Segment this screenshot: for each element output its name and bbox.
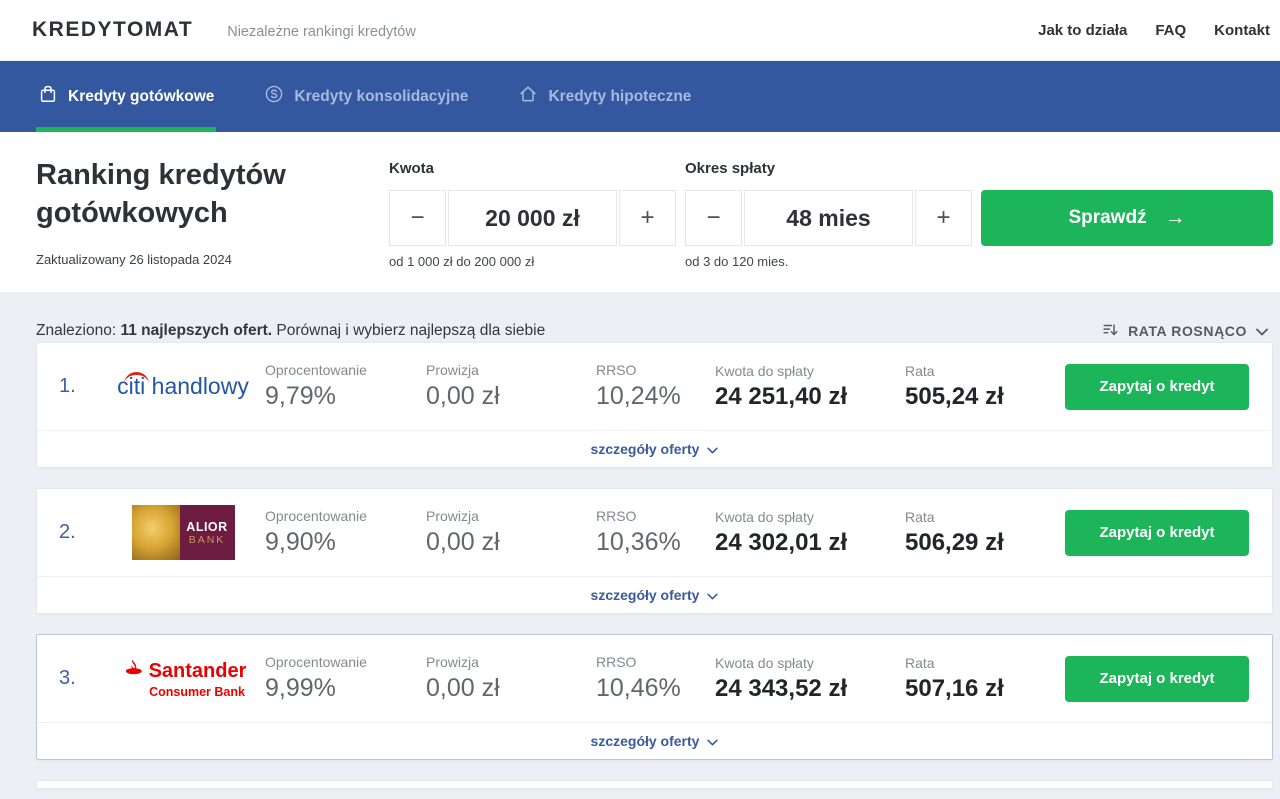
amount-increase-button[interactable]: +: [619, 190, 676, 246]
amount-stepper: − 20 000 zł +: [389, 190, 676, 246]
offer-card-santander: 3. Santander Consumer Bank Oprocento: [36, 634, 1273, 760]
stat-rrso: RRSO 10,46%: [596, 654, 715, 703]
offer-row: 3. Santander Consumer Bank Oprocento: [37, 635, 1272, 722]
arrow-right-icon: →: [1165, 206, 1186, 230]
stat-kwota-do-splaty: Kwota do spłaty 24 251,40 zł: [715, 363, 905, 411]
site-logo: KREDYTOMAT: [32, 18, 193, 42]
santander-wordmark: Santander: [149, 660, 247, 683]
sort-label: RATA ROSNĄCO: [1128, 323, 1247, 339]
calculator-section: Ranking kredytów gotówkowych Zaktualizow…: [0, 132, 1280, 292]
found-count: 11 najlepszych ofert.: [120, 322, 272, 339]
period-stepper: − 48 mies +: [685, 190, 972, 246]
consumer-bank-wordmark: Consumer Bank: [149, 685, 245, 699]
tab-label: Kredyty gotówkowe: [68, 88, 214, 106]
stat-oprocentowanie: Oprocentowanie 9,79%: [265, 362, 426, 411]
stat-rrso: RRSO 10,36%: [596, 508, 715, 557]
sprawdz-label: Sprawdź: [1068, 207, 1146, 229]
home-icon: [518, 84, 538, 109]
offer-rank: 3.: [37, 667, 107, 690]
amount-label: Kwota: [389, 160, 434, 177]
stat-prowizja: Prowizja 0,00 zł: [426, 654, 596, 703]
chevron-down-icon: [707, 587, 718, 603]
stat-rata: Rata 506,29 zł: [905, 509, 1061, 557]
offer-card-alior: 2. ALIOR BANK Oprocentowanie 9,90% Prowi…: [36, 488, 1273, 614]
alior-gold-emblem: [132, 505, 180, 560]
sort-control[interactable]: RATA ROSNĄCO: [1101, 321, 1268, 342]
stat-rata: Rata 505,24 zł: [905, 363, 1061, 411]
alior-wordmark: ALIOR: [186, 520, 227, 534]
offer-card-partial: [36, 780, 1273, 789]
santander-flame-icon: [120, 659, 144, 684]
bank-logo-santander-consumer-bank: Santander Consumer Bank: [107, 659, 259, 699]
results-section: Znaleziono: 11 najlepszych ofert. Porówn…: [0, 292, 1280, 799]
bag-icon: [38, 84, 58, 109]
top-navigation: Jak to działa FAQ Kontakt: [1038, 22, 1270, 39]
bank-logo-citi-handlowy: citi handlowy: [107, 373, 259, 400]
period-value[interactable]: 48 mies: [744, 190, 913, 246]
offer-rank: 1.: [37, 375, 107, 398]
results-count-text: Znaleziono: 11 najlepszych ofert. Porówn…: [36, 322, 545, 340]
sort-descending-icon: [1101, 321, 1119, 342]
results-header: Znaleziono: 11 najlepszych ofert. Porówn…: [36, 292, 1273, 342]
tab-kredyty-hipoteczne[interactable]: Kredyty hipoteczne: [516, 61, 693, 132]
offer-card-citi: 1. citi handlowy Oprocentowanie 9,79% Pr…: [36, 342, 1273, 468]
chevron-down-icon: [707, 441, 718, 457]
ask-credit-button[interactable]: Zapytaj o kredyt: [1065, 656, 1249, 702]
offer-row: 2. ALIOR BANK Oprocentowanie 9,90% Prowi…: [37, 489, 1272, 576]
site-tagline: Niezależne rankingi kredytów: [227, 24, 416, 40]
product-tabs: Kredyty gotówkowe Kredyty konsolidacyjne…: [0, 61, 1280, 132]
tab-kredyty-konsolidacyjne[interactable]: Kredyty konsolidacyjne: [262, 61, 470, 132]
ask-credit-button[interactable]: Zapytaj o kredyt: [1065, 364, 1249, 410]
citi-handlowy-wordmark: handlowy: [145, 373, 249, 399]
page-title-line1: Ranking kredytów: [36, 159, 286, 191]
stat-oprocentowanie: Oprocentowanie 9,90%: [265, 508, 426, 557]
tab-label: Kredyty konsolidacyjne: [294, 88, 468, 106]
amount-decrease-button[interactable]: −: [389, 190, 446, 246]
nav-faq[interactable]: FAQ: [1155, 22, 1186, 39]
brand: KREDYTOMAT Niezależne rankingi kredytów: [32, 18, 416, 42]
amount-range-hint: od 1 000 zł do 200 000 zł: [389, 254, 534, 269]
offer-details-toggle[interactable]: szczegóły oferty: [37, 722, 1272, 759]
stat-kwota-do-splaty: Kwota do spłaty 24 302,01 zł: [715, 509, 905, 557]
chevron-down-icon: [707, 733, 718, 749]
page-title: Ranking kredytów gotówkowych: [36, 156, 286, 232]
bank-logo-alior-bank: ALIOR BANK: [107, 505, 259, 560]
offer-row: 1. citi handlowy Oprocentowanie 9,79% Pr…: [37, 343, 1272, 430]
nav-jak-to-dziala[interactable]: Jak to działa: [1038, 22, 1127, 39]
period-label: Okres spłaty: [685, 160, 775, 177]
top-header: KREDYTOMAT Niezależne rankingi kredytów …: [0, 0, 1280, 61]
period-increase-button[interactable]: +: [915, 190, 972, 246]
coin-icon: [264, 84, 284, 109]
found-suffix: Porównaj i wybierz najlepszą dla siebie: [276, 322, 545, 339]
stat-kwota-do-splaty: Kwota do spłaty 24 343,52 zł: [715, 655, 905, 703]
nav-kontakt[interactable]: Kontakt: [1214, 22, 1270, 39]
stat-rata: Rata 507,16 zł: [905, 655, 1061, 703]
tab-kredyty-gotowkowe[interactable]: Kredyty gotówkowe: [36, 61, 216, 132]
stat-oprocentowanie: Oprocentowanie 9,99%: [265, 654, 426, 703]
offer-rank: 2.: [37, 521, 107, 544]
alior-bank-wordmark: BANK: [189, 534, 226, 546]
amount-value[interactable]: 20 000 zł: [448, 190, 617, 246]
ask-credit-button[interactable]: Zapytaj o kredyt: [1065, 510, 1249, 556]
period-range-hint: od 3 do 120 mies.: [685, 254, 788, 269]
found-prefix: Znaleziono:: [36, 322, 116, 339]
stat-rrso: RRSO 10,24%: [596, 362, 715, 411]
tab-label: Kredyty hipoteczne: [548, 88, 691, 106]
stat-prowizja: Prowizja 0,00 zł: [426, 362, 596, 411]
stat-prowizja: Prowizja 0,00 zł: [426, 508, 596, 557]
period-decrease-button[interactable]: −: [685, 190, 742, 246]
chevron-down-icon: [1256, 323, 1268, 339]
sprawdz-button[interactable]: Sprawdź →: [981, 190, 1273, 246]
offer-details-toggle[interactable]: szczegóły oferty: [37, 430, 1272, 467]
page-title-line2: gotówkowych: [36, 197, 228, 229]
offer-details-toggle[interactable]: szczegóły oferty: [37, 576, 1272, 613]
updated-date: Zaktualizowany 26 listopada 2024: [36, 252, 232, 267]
